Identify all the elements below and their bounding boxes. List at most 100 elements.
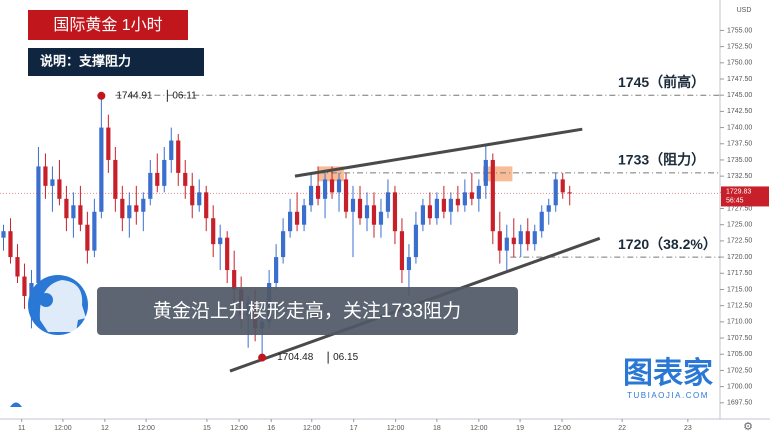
- candle-body: [204, 192, 209, 219]
- candle-body: [127, 205, 132, 219]
- candle-body: [78, 205, 83, 225]
- candle-body: [288, 211, 293, 232]
- candle-body: [315, 185, 321, 199]
- last-price-box: [721, 186, 769, 207]
- y-tick-label: 1752.50: [727, 43, 752, 50]
- candle-body: [441, 198, 446, 212]
- candle-body: [218, 237, 223, 245]
- y-tick-label: 1707.50: [727, 335, 752, 342]
- currency: USD: [737, 7, 752, 14]
- candle-body: [539, 211, 544, 232]
- candle-body: [92, 211, 97, 251]
- y-tick-label: 1755.00: [727, 27, 752, 34]
- candle-body: [64, 198, 69, 219]
- candle-body: [329, 179, 335, 193]
- marker-price: 1744.91: [116, 90, 153, 101]
- tv-logo: [10, 402, 22, 407]
- candle-body: [294, 211, 300, 225]
- x-tick-label: 12:00: [230, 425, 248, 432]
- y-tick-label: 1747.50: [727, 76, 752, 83]
- candle-body: [22, 276, 27, 296]
- candle-body: [57, 179, 62, 199]
- caption-box: [97, 287, 518, 335]
- y-tick-label: 1715.00: [727, 286, 752, 293]
- candle-body: [399, 231, 405, 271]
- candle-body: [336, 179, 342, 193]
- candle-body: [378, 211, 384, 225]
- candle-body: [385, 192, 391, 212]
- highlight-zone: [483, 166, 513, 182]
- y-tick-label: 1737.50: [727, 141, 752, 148]
- candle-body: [322, 179, 328, 199]
- x-tick-label: 19: [516, 425, 524, 432]
- candle-body: [176, 140, 181, 173]
- last-price-label: 1729.83: [726, 188, 751, 195]
- candle-body: [420, 205, 426, 225]
- settings-icon[interactable]: ⚙: [743, 421, 753, 433]
- marker-date: 06.15: [333, 352, 358, 363]
- candle-body: [511, 237, 516, 245]
- x-tick-label: 16: [267, 425, 275, 432]
- candle-body: [141, 198, 146, 212]
- candle-body: [525, 231, 530, 245]
- x-tick-label: 17: [350, 425, 358, 432]
- y-tick-label: 1722.50: [727, 238, 752, 245]
- candle-body: [546, 205, 551, 212]
- candle-body: [281, 231, 286, 258]
- candle-body: [434, 198, 439, 219]
- candle-body: [483, 159, 488, 186]
- countdown: 56:45: [726, 197, 744, 204]
- candle-body: [120, 198, 125, 219]
- candle-body: [232, 270, 237, 290]
- candle-body: [371, 205, 377, 225]
- x-tick-label: 12: [101, 425, 109, 432]
- x-tick-label: 12:00: [137, 425, 155, 432]
- candle-body: [518, 231, 523, 245]
- candle-body: [15, 257, 20, 277]
- candle-body: [113, 159, 118, 199]
- candle-body: [567, 192, 572, 194]
- candle-body: [392, 192, 398, 232]
- x-tick-label: 18: [433, 425, 441, 432]
- x-tick-label: 12:00: [303, 425, 321, 432]
- candle-body: [134, 205, 139, 212]
- candle-body: [364, 205, 370, 219]
- candle-body: [190, 185, 195, 206]
- y-tick-label: 1725.00: [727, 222, 752, 229]
- x-tick-label: 12:00: [553, 425, 571, 432]
- y-tick-label: 1750.00: [727, 60, 752, 67]
- candle-body: [274, 257, 279, 283]
- candle-body: [148, 172, 153, 199]
- candle-body: [162, 159, 167, 186]
- candle-body: [106, 127, 111, 160]
- subtitle-box: [28, 48, 204, 76]
- level-label: 1745（前高）: [618, 74, 705, 90]
- candle-body: [504, 237, 509, 251]
- y-tick-label: 1705.00: [727, 351, 752, 358]
- candle-body: [476, 185, 481, 199]
- candle-body: [469, 192, 474, 199]
- candle-body: [29, 283, 34, 296]
- candle-body: [85, 224, 90, 251]
- y-tick-label: 1740.00: [727, 124, 752, 131]
- extreme-marker: [258, 353, 267, 362]
- candle-body: [406, 257, 412, 271]
- candle-body: [301, 205, 307, 225]
- level-label: 1733（阻力）: [618, 152, 705, 168]
- title-box: [28, 10, 188, 40]
- y-tick-label: 1732.50: [727, 173, 752, 180]
- watermark-site: TUBIAOJIA.COM: [627, 391, 709, 400]
- caption: 黄金沿上升楔形走高，关注1733阻力: [153, 300, 461, 322]
- candle-body: [211, 218, 216, 245]
- y-tick-label: 1697.50: [727, 400, 752, 407]
- candle-body: [427, 205, 432, 219]
- candle-body: [462, 192, 467, 206]
- y-tick-label: 1742.50: [727, 108, 752, 115]
- marker-date: 06.11: [172, 90, 197, 101]
- candle-body: [448, 198, 453, 212]
- x-tick-label: 11: [18, 425, 25, 432]
- y-tick-label: 1720.00: [727, 254, 752, 261]
- candle-body: [99, 127, 104, 212]
- candle-body: [71, 205, 76, 219]
